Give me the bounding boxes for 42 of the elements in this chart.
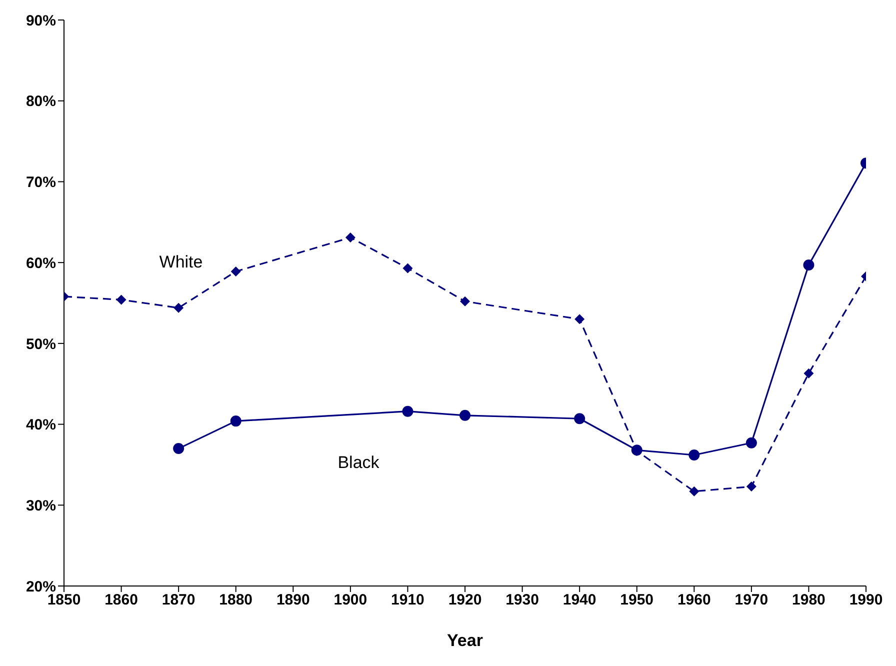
- point: [746, 482, 756, 492]
- y-tick-label: 80%: [26, 93, 56, 110]
- point: [746, 437, 757, 448]
- y-tick-label: 90%: [26, 12, 56, 30]
- x-tick-label: 1940: [562, 592, 596, 609]
- x-tick-label: 1980: [792, 592, 826, 609]
- x-tick-label: 1990: [849, 592, 883, 609]
- point: [230, 416, 242, 427]
- y-tick-label: 60%: [26, 254, 56, 272]
- y-tick-label: 40%: [26, 416, 56, 434]
- x-tick-label: 1920: [448, 592, 482, 609]
- point: [574, 413, 586, 424]
- x-tick-label: 1890: [276, 592, 310, 609]
- point: [804, 368, 814, 378]
- point: [688, 450, 700, 461]
- y-tick-label: 30%: [26, 497, 56, 514]
- x-tick-label: 1880: [219, 592, 253, 609]
- point: [230, 266, 241, 276]
- text: Black: [338, 452, 380, 472]
- point: [402, 263, 413, 274]
- x-tick-label: 1950: [620, 592, 654, 609]
- series-label: White: [159, 252, 203, 272]
- point: [460, 410, 470, 421]
- x-tick-label: 1870: [162, 592, 196, 609]
- point: [460, 296, 470, 306]
- x-tick-label: 1900: [334, 592, 368, 609]
- point: [116, 294, 126, 305]
- point: [174, 302, 184, 313]
- point: [402, 406, 414, 417]
- y-tick-label: 70%: [26, 174, 56, 192]
- x-tick-label: 1910: [391, 592, 424, 609]
- x-axis-title: Year: [447, 631, 484, 650]
- x-tick-label: 1860: [104, 592, 138, 609]
- point: [803, 259, 814, 270]
- point: [574, 314, 585, 324]
- point: [345, 232, 356, 243]
- x-tick-label: 1970: [734, 592, 768, 609]
- y-tick-label: 50%: [26, 336, 56, 353]
- x-tick-label: 1930: [506, 592, 539, 609]
- point: [173, 443, 184, 454]
- point: [689, 486, 700, 496]
- x-tick-label: 1960: [677, 592, 711, 609]
